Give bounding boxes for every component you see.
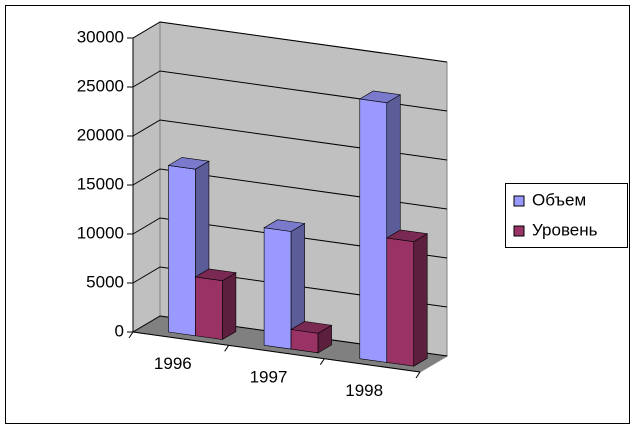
bar-front	[359, 98, 388, 363]
bar-top	[385, 229, 429, 243]
x-tick	[319, 358, 325, 365]
bar-front	[168, 165, 196, 337]
legend-swatch	[513, 225, 525, 237]
x-tick-label: 1997	[250, 367, 288, 386]
grid-line	[132, 21, 448, 63]
bar-top	[167, 157, 210, 170]
x-tick-label: 1998	[345, 381, 383, 400]
legend	[505, 183, 628, 248]
bar-side	[413, 233, 428, 367]
bar-top	[290, 321, 333, 334]
x-tick-label: 1996	[154, 354, 192, 373]
bar-top	[194, 268, 237, 282]
legend-label: Объем	[532, 190, 586, 209]
bar-top	[263, 219, 306, 232]
grid-line	[132, 168, 448, 210]
bar	[385, 229, 429, 367]
bar-front	[386, 237, 415, 367]
y-tick-label: 15000	[77, 174, 124, 193]
y-tick-label: 10000	[77, 223, 124, 242]
x-axis	[132, 331, 421, 373]
x-tick	[415, 371, 421, 379]
bar-front	[290, 329, 319, 354]
x-tick	[128, 331, 134, 339]
y-tick-label: 0	[115, 321, 124, 340]
grid-line	[132, 315, 448, 357]
legend-swatch	[513, 195, 525, 207]
grid-line	[132, 266, 448, 308]
y-tick-label: 30000	[77, 27, 124, 46]
y-tick-label: 20000	[77, 125, 124, 144]
grid-line	[132, 217, 448, 259]
bar-top	[358, 90, 402, 104]
bar-side	[222, 272, 237, 341]
y-tick-label: 25000	[77, 76, 124, 95]
bar	[263, 219, 306, 350]
bar	[290, 321, 333, 354]
y-tick-label: 5000	[86, 272, 124, 291]
legend-label: Уровень	[532, 220, 598, 239]
bar	[194, 268, 237, 341]
plot-area: 0 5000 10000 15000 20000 25000 30000 1996 1997 19…	[77, 21, 449, 400]
x-tick	[224, 345, 230, 352]
bar-front	[195, 276, 223, 340]
bar-front	[263, 227, 292, 350]
grid-line	[132, 70, 448, 112]
grid-line	[132, 119, 448, 161]
